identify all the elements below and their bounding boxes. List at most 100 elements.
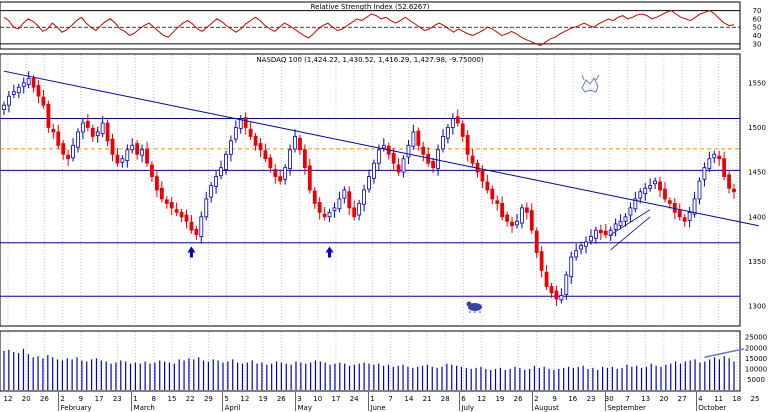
candle-body	[2, 104, 6, 110]
x-month-labels: February March April May June July August Septe…	[58, 392, 726, 412]
candle-body	[204, 198, 209, 218]
candle-body	[727, 174, 731, 189]
candle-body	[441, 135, 445, 150]
candle-body	[66, 154, 71, 160]
volume-tick-label: 10000	[745, 365, 767, 373]
candle-body	[421, 146, 426, 155]
x-day-tick-label: 19	[259, 395, 268, 403]
candle-body	[682, 217, 687, 222]
x-day-tick-label: 18	[732, 395, 741, 403]
candle-body	[692, 198, 697, 215]
candle-body	[480, 169, 485, 182]
x-day-tick-label: 19	[495, 395, 504, 403]
candle-body	[539, 251, 544, 271]
candle-body	[455, 116, 460, 124]
candle-body	[11, 91, 16, 95]
x-day-tick-label: 9	[79, 395, 83, 403]
candle-body	[26, 77, 31, 85]
candle-body	[46, 103, 51, 128]
candle-body	[115, 154, 120, 164]
candle-body	[574, 250, 579, 258]
x-day-tick-label: 8	[152, 395, 156, 403]
x-month-label: July	[460, 404, 474, 412]
candle-body	[411, 131, 416, 147]
candle-body	[243, 117, 248, 128]
volume-bars	[3, 348, 735, 390]
x-day-tick-labels: 12 20 26 2 9 17 23 1 8 15 22 29 5 12 19 26 3 10 17 24 1 7 14 21…	[4, 395, 760, 403]
candle-body	[460, 123, 465, 137]
candle-body	[214, 176, 218, 187]
candle-body	[273, 169, 278, 178]
candle-body	[140, 149, 145, 156]
candle-body	[677, 210, 682, 218]
price-title: NASDAQ 100 (1,424.22, 1,430.52, 1,416.29…	[256, 56, 483, 64]
candle-body	[61, 143, 66, 155]
candle-body	[579, 244, 583, 250]
x-day-tick-label: 20	[22, 395, 31, 403]
x-day-tick-label: 14	[404, 395, 413, 403]
candle-body	[342, 189, 347, 199]
price-y-ticks: 1550 1500 1450 1400 1350 1300	[748, 79, 766, 310]
candle-body	[406, 144, 411, 158]
candle-body	[549, 286, 554, 294]
candle-body	[288, 149, 292, 169]
candle-body	[337, 198, 342, 210]
x-day-tick-label: 29	[204, 395, 213, 403]
rsi-tick-label: 50	[753, 24, 762, 32]
candle-body	[347, 191, 352, 209]
candle-body	[307, 165, 312, 191]
x-day-tick-label: 24	[350, 395, 359, 403]
candle-body	[495, 200, 500, 204]
candle-body	[56, 131, 61, 146]
x-day-tick-label: 28	[441, 395, 450, 403]
candle-body	[584, 241, 588, 247]
x-day-tick-label: 1	[370, 395, 374, 403]
candle-body	[268, 157, 273, 169]
x-day-tick-label: 4	[698, 395, 703, 403]
candle-body	[431, 161, 436, 169]
candle-body	[357, 202, 362, 216]
volume-tick-label: 15000	[745, 355, 767, 363]
candle-body	[224, 153, 228, 170]
candle-body	[145, 148, 149, 164]
x-day-tick-label: 9	[552, 395, 556, 403]
volume-y-ticks: 25000 20000 15000 10000 5000	[745, 334, 767, 384]
x-day-tick-label: 17	[95, 395, 104, 403]
volume-tick-label: 20000	[745, 344, 767, 352]
up-arrow-icon	[187, 246, 196, 258]
candle-body	[618, 220, 623, 227]
candle-body	[658, 181, 662, 191]
candle-body	[722, 158, 727, 178]
rsi-tick-label: 40	[753, 32, 762, 40]
candle-body	[100, 122, 105, 135]
x-day-tick-label: 23	[113, 395, 122, 403]
candle-body	[381, 144, 386, 149]
candle-body	[228, 140, 233, 155]
x-month-label: September	[607, 404, 646, 412]
x-day-tick-label: 16	[568, 395, 577, 403]
x-day-tick-label: 10	[313, 395, 322, 403]
candle-body	[130, 144, 135, 151]
volume-frame	[0, 330, 741, 392]
candle-body	[598, 229, 603, 234]
candle-body	[327, 211, 332, 218]
x-day-tick-label: 11	[714, 395, 723, 403]
rsi-tick-label: 60	[753, 15, 762, 23]
volume-tick-label: 5000	[747, 376, 765, 384]
candle-body	[150, 164, 154, 177]
candle-body	[667, 200, 672, 204]
x-day-tick-label: 26	[277, 395, 286, 403]
candle-body	[396, 164, 401, 173]
x-day-tick-label: 5	[224, 395, 228, 403]
candle-body	[524, 207, 529, 213]
candle-body	[628, 207, 633, 216]
price-tick-label: 1500	[748, 124, 766, 132]
candle-body	[189, 221, 194, 231]
x-month-label: October	[698, 404, 726, 412]
candle-body	[490, 188, 495, 200]
candle-body	[717, 155, 722, 160]
candle-body	[21, 82, 26, 87]
x-month-label: August	[534, 404, 559, 412]
